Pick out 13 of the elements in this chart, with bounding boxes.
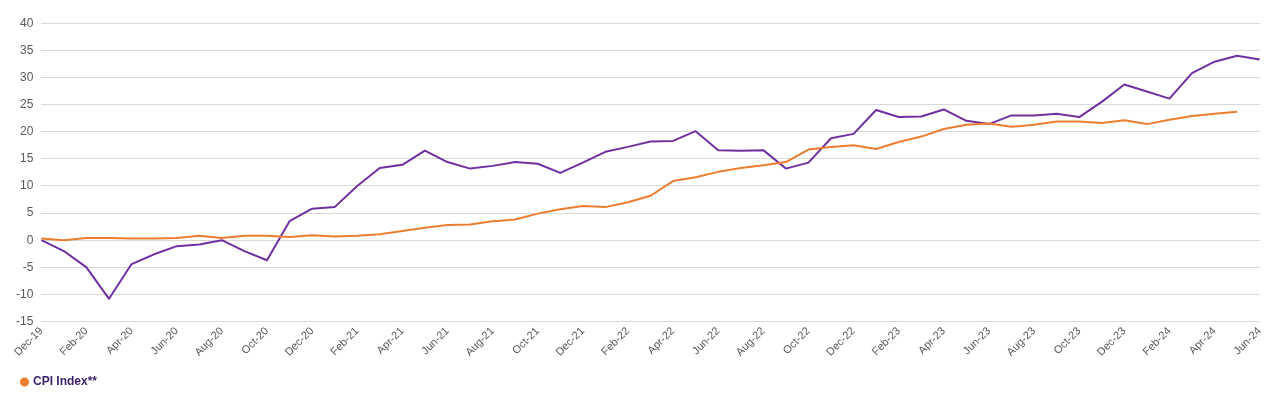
y-tick-label: 30	[19, 69, 34, 84]
y-tick-label: 20	[19, 124, 34, 139]
y-tick-label: 0	[26, 232, 34, 247]
y-tick-label: 15	[19, 151, 34, 166]
y-tick-label: 25	[19, 96, 34, 111]
y-tick-label: -10	[16, 286, 34, 301]
legend-label: CPI Index**	[33, 374, 98, 389]
y-tick-label: 40	[19, 15, 34, 30]
y-tick-label: 10	[19, 178, 34, 193]
y-tick-label: 5	[26, 205, 34, 220]
y-tick-label: 35	[19, 42, 34, 57]
y-tick-label: -15	[16, 313, 34, 328]
y-tick-label: -5	[22, 259, 34, 274]
